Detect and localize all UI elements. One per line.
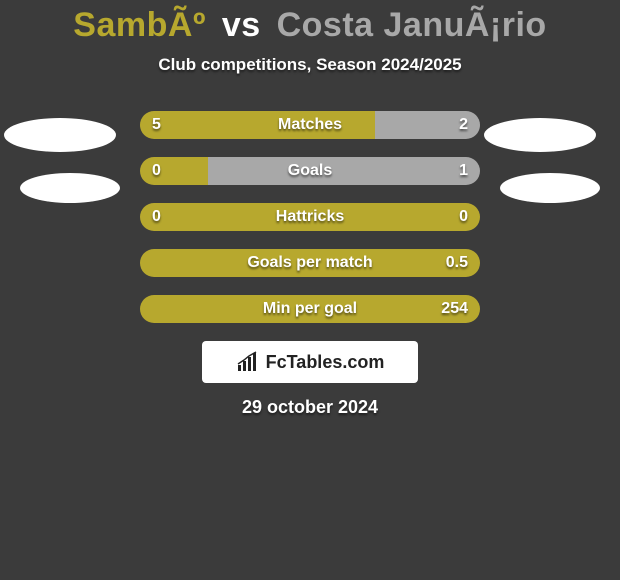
stat-label: Goals per match [247, 254, 372, 272]
stat-value-left: 5 [152, 116, 161, 134]
stat-value-right: 2 [459, 116, 468, 134]
stat-bar-right-fill [208, 157, 480, 185]
stat-label: Goals [288, 162, 332, 180]
stat-label: Matches [278, 116, 342, 134]
side-ellipse [484, 118, 596, 152]
attribution-badge[interactable]: FcTables.com [202, 341, 418, 383]
stat-value-right: 1 [459, 162, 468, 180]
stat-bar: 5 Matches 2 [140, 111, 480, 139]
side-ellipse [500, 173, 600, 203]
player1-name: SambÃº [73, 6, 206, 44]
stat-bar: 0 Hattricks 0 [140, 203, 480, 231]
side-ellipse [4, 118, 116, 152]
player2-name: Costa JanuÃ¡rio [277, 6, 547, 44]
stat-bar-left-fill [140, 157, 208, 185]
side-ellipse [20, 173, 120, 203]
comparison-bars: 5 Matches 2 0 Goals 1 0 Hattricks 0 Goals per mat… [140, 111, 480, 323]
stat-bar: Min per goal 254 [140, 295, 480, 323]
stat-bar: Goals per match 0.5 [140, 249, 480, 277]
stat-value-right: 0 [459, 208, 468, 226]
stat-value-right: 254 [441, 300, 468, 318]
attribution-text: FcTables.com [266, 352, 385, 373]
date-label: 29 october 2024 [0, 397, 620, 418]
vs-text: vs [222, 6, 261, 44]
page-title: SambÃº vs Costa JanuÃ¡rio [0, 0, 620, 45]
stat-label: Hattricks [276, 208, 344, 226]
stat-value-left: 0 [152, 208, 161, 226]
stat-label: Min per goal [263, 300, 357, 318]
subtitle: Club competitions, Season 2024/2025 [0, 55, 620, 75]
stat-bar: 0 Goals 1 [140, 157, 480, 185]
bar-chart-icon [236, 351, 262, 373]
stat-value-left: 0 [152, 162, 161, 180]
stat-value-right: 0.5 [446, 254, 468, 272]
